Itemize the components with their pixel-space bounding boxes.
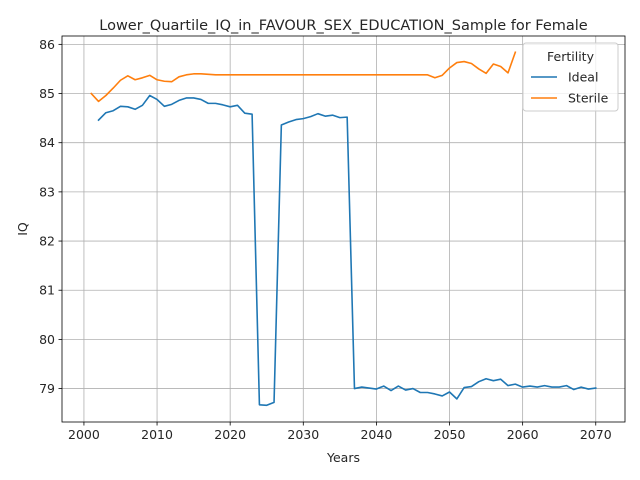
series-line-sterile	[90, 51, 517, 103]
x-tick-label: 2070	[580, 427, 612, 442]
legend-box	[522, 42, 619, 112]
y-tick-label: 80	[39, 332, 55, 347]
x-tick-label: 2020	[214, 427, 246, 442]
y-tick-label: 84	[39, 135, 55, 150]
chart-title: Lower_Quartile_IQ_in_FAVOUR_SEX_EDUCATIO…	[99, 18, 588, 34]
series-lines	[90, 51, 597, 407]
plot-frame	[61, 35, 626, 423]
legend-label-sterile: Sterile	[568, 91, 609, 106]
y-tick-label: 83	[39, 184, 55, 199]
legend-label-ideal: Ideal	[568, 70, 598, 85]
y-tick-label: 85	[39, 86, 55, 101]
x-tick-label: 2060	[507, 427, 539, 442]
legend: Fertility Ideal Sterile	[522, 42, 619, 112]
series-line-ideal	[97, 94, 597, 407]
x-tick-label: 2050	[434, 427, 466, 442]
x-tick-label: 2040	[360, 427, 392, 442]
y-axis-title: IQ	[15, 222, 30, 236]
x-axis-ticks: 2000 2010 2020 2030 2040 2050 2060 2070	[68, 422, 612, 442]
y-tick-label: 82	[39, 234, 55, 249]
y-tick-label: 86	[39, 37, 55, 52]
x-axis-title: Years	[326, 450, 360, 465]
x-tick-label: 2000	[68, 427, 100, 442]
y-tick-label: 81	[39, 283, 55, 298]
y-tick-label: 79	[39, 381, 55, 396]
legend-title: Fertility	[547, 49, 595, 64]
x-tick-label: 2010	[141, 427, 173, 442]
x-tick-label: 2030	[287, 427, 319, 442]
y-axis-ticks: 79 80 81 82 83 84 85 86	[39, 37, 62, 396]
